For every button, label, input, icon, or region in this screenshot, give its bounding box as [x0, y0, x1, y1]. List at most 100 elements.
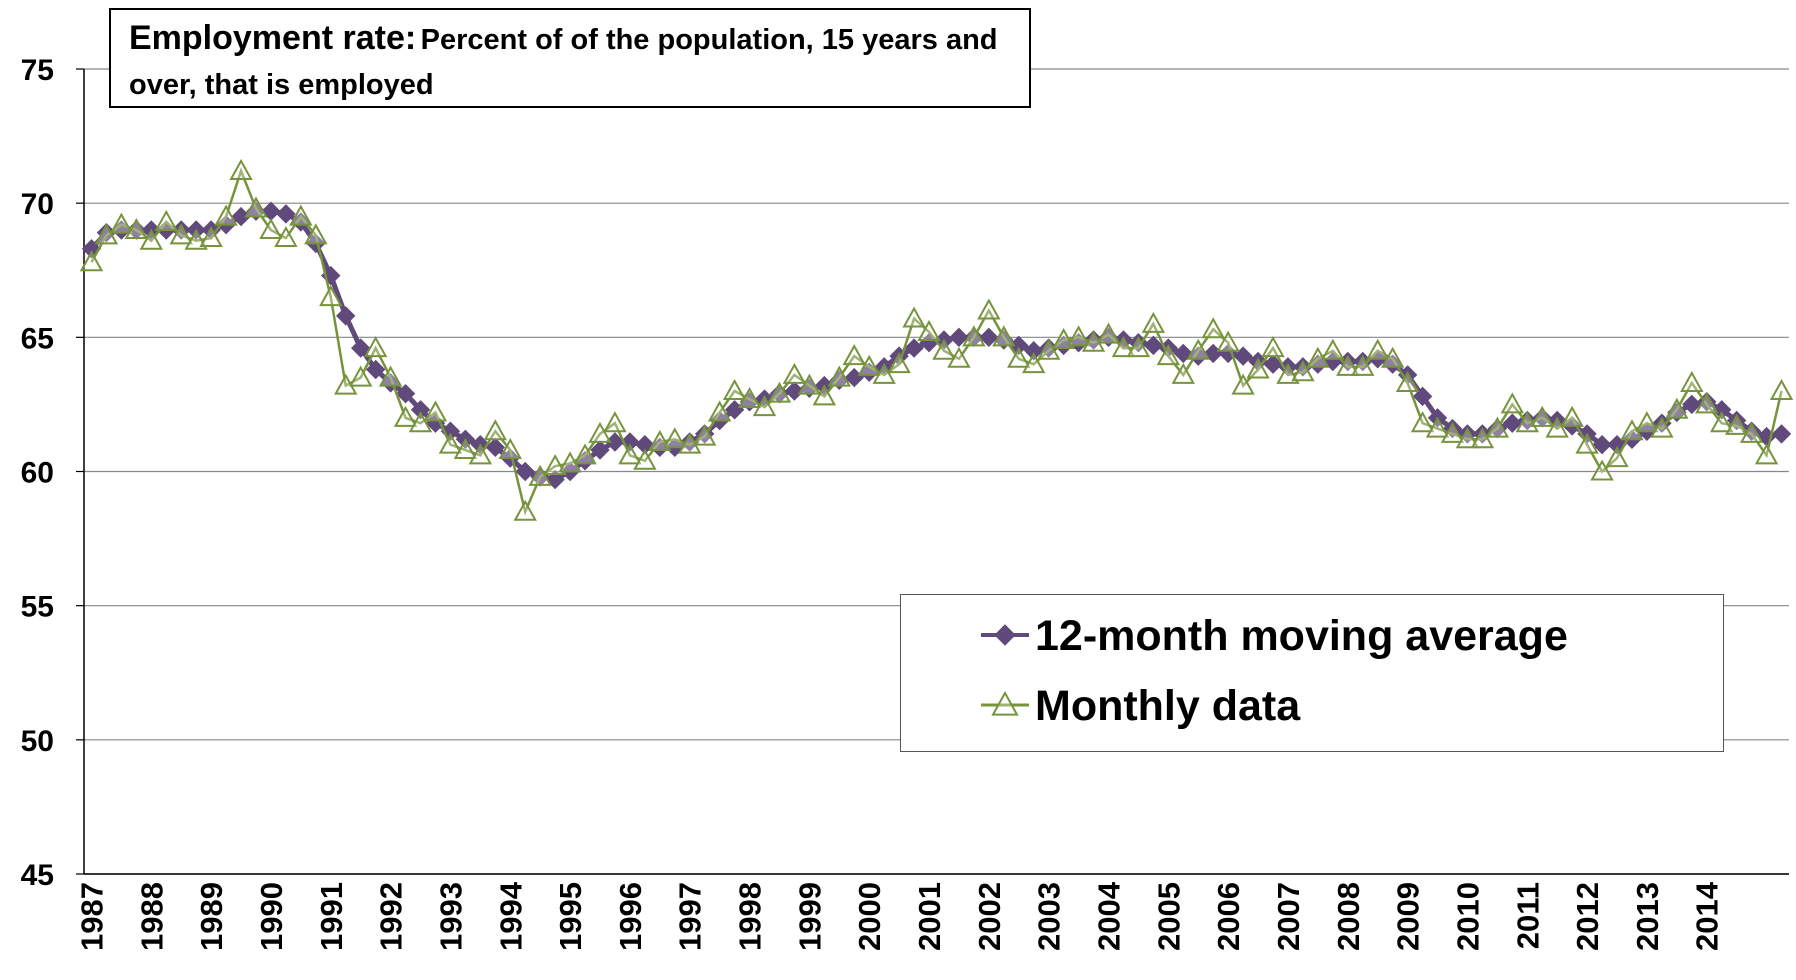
marker-diamond	[1711, 400, 1732, 420]
marker-triangle	[528, 464, 552, 486]
marker-triangle	[1560, 405, 1584, 427]
x-tick-label: 2014	[1690, 881, 1725, 951]
marker-triangle	[94, 223, 119, 245]
marker-diamond	[515, 461, 535, 482]
x-tick-label: 1989	[194, 882, 229, 951]
series-line	[90, 167, 1783, 516]
marker-triangle	[393, 405, 418, 427]
marker-diamond	[949, 327, 969, 348]
marker-triangle	[977, 298, 1001, 320]
marker-triangle	[1680, 370, 1704, 392]
marker-diamond	[1143, 335, 1164, 356]
y-tick-label: 55	[21, 591, 54, 624]
marker-triangle	[1485, 416, 1510, 438]
marker-triangle	[1186, 338, 1210, 360]
marker-triangle	[812, 384, 837, 406]
y-tick-label: 60	[21, 457, 54, 490]
marker-triangle	[603, 411, 627, 433]
marker-triangle	[109, 212, 134, 234]
marker-triangle	[1321, 338, 1345, 360]
marker-triangle	[483, 419, 507, 441]
marker-triangle	[1545, 416, 1569, 438]
marker-triangle	[1366, 338, 1390, 360]
x-tick-label: 1996	[613, 882, 648, 951]
x-tick-label: 2013	[1630, 882, 1665, 951]
marker-diamond	[979, 327, 999, 348]
marker-triangle	[932, 338, 956, 360]
x-tick-label: 2011	[1510, 882, 1545, 949]
marker-diamond	[395, 383, 416, 404]
marker-triangle	[378, 365, 403, 387]
marker-triangle	[1754, 443, 1779, 465]
x-tick-label: 2005	[1151, 882, 1186, 951]
marker-triangle	[513, 499, 537, 521]
marker-triangle	[169, 223, 193, 245]
marker-triangle	[244, 196, 268, 218]
marker-triangle	[842, 344, 866, 366]
marker-triangle	[139, 228, 164, 250]
marker-triangle	[1007, 346, 1031, 368]
marker-triangle	[1126, 336, 1151, 358]
marker-triangle	[887, 352, 911, 374]
marker-triangle	[902, 306, 926, 328]
marker-triangle	[1500, 392, 1525, 414]
marker-triangle	[289, 204, 313, 226]
x-tick-label: 1997	[673, 882, 708, 951]
y-tick-label: 75	[21, 54, 54, 87]
marker-triangle	[992, 325, 1016, 347]
marker-diamond	[410, 400, 431, 420]
x-tick-label: 2012	[1570, 882, 1605, 951]
marker-triangle	[319, 285, 343, 307]
marker-triangle	[1291, 360, 1315, 382]
marker-triangle	[1590, 459, 1614, 481]
marker-triangle	[618, 443, 642, 465]
legend-svg: 12-month moving average Monthly data	[981, 612, 1568, 730]
marker-triangle	[1022, 352, 1046, 374]
marker-triangle	[1724, 413, 1749, 435]
marker-triangle	[124, 217, 149, 239]
marker-diamond	[1592, 434, 1612, 455]
marker-triangle	[1710, 411, 1734, 433]
marker-triangle	[1201, 317, 1225, 339]
marker-triangle	[1156, 344, 1181, 366]
x-tick-label: 1998	[733, 882, 768, 951]
marker-triangle	[752, 395, 777, 417]
x-tick-label: 1993	[433, 882, 468, 951]
marker-triangle	[797, 373, 822, 395]
marker-diamond	[1412, 386, 1433, 407]
marker-triangle	[1530, 405, 1554, 427]
x-tick-label: 2003	[1032, 882, 1067, 951]
marker-diamond	[440, 421, 461, 441]
x-tick-label: 2004	[1091, 881, 1126, 951]
marker-diamond	[336, 306, 356, 326]
marker-triangle	[1096, 322, 1121, 344]
marker-triangle	[229, 158, 253, 180]
marker-diamond	[1233, 346, 1253, 366]
x-tick-label: 2007	[1271, 882, 1306, 951]
marker-diamond	[350, 338, 371, 358]
marker-triangle	[1665, 397, 1689, 419]
x-tick-label: 1995	[553, 882, 588, 951]
x-tick-label: 1988	[134, 882, 169, 951]
chart-title: Employment rate:	[129, 19, 417, 57]
marker-triangle	[214, 204, 238, 226]
x-tick-label: 1992	[374, 882, 409, 951]
marker-triangle	[633, 448, 657, 470]
x-tick-label: 1990	[254, 882, 289, 951]
marker-triangle	[304, 223, 328, 245]
marker-triangle	[1440, 421, 1465, 443]
marker-triangle	[1261, 336, 1285, 358]
marker-triangle	[737, 386, 762, 409]
marker-diamond	[590, 440, 610, 460]
x-tick-label: 2010	[1450, 882, 1485, 951]
marker-triangle	[1111, 336, 1136, 358]
legend-marker	[991, 690, 1019, 716]
marker-triangle	[274, 225, 298, 248]
marker-diamond	[1173, 343, 1193, 364]
marker-diamond	[635, 434, 655, 455]
marker-triangle	[1351, 354, 1375, 376]
marker-triangle	[79, 250, 104, 272]
y-tick-label: 50	[21, 725, 54, 758]
marker-triangle	[573, 443, 597, 465]
marker-triangle	[707, 400, 732, 422]
